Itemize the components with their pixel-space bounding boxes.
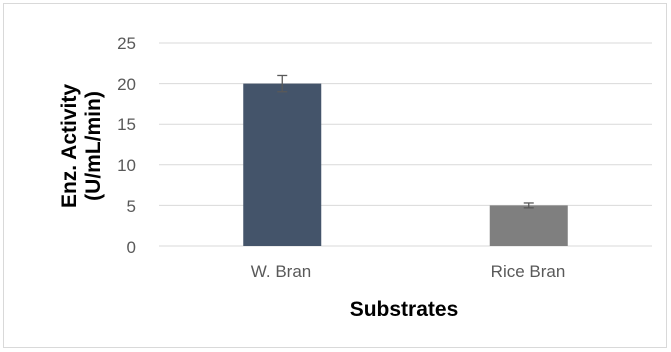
error-bars	[277, 74, 534, 209]
y-tick-label: 10	[117, 156, 136, 175]
y-axis-title-line-1: Enz. Activity	[58, 84, 81, 208]
y-tick-label: 0	[127, 238, 136, 257]
bars	[243, 83, 568, 246]
y-tick-label: 25	[117, 34, 136, 53]
y-tick-label: 20	[117, 75, 136, 94]
gridlines	[159, 42, 652, 247]
chart-frame	[3, 3, 667, 348]
x-axis-categories: W. Bran Rice Bran	[251, 262, 566, 281]
y-tick-label: 5	[127, 197, 136, 216]
y-axis-title-line-2: (U/mL/min)	[82, 91, 105, 201]
x-category-label: Rice Bran	[491, 262, 566, 281]
y-axis-ticks: 0 5 10 15 20 25	[117, 34, 136, 257]
x-axis-title: Substrates	[350, 298, 459, 321]
bar	[243, 83, 322, 246]
y-axis-title: Enz. Activity (U/mL/min)	[58, 84, 105, 208]
x-category-label: W. Bran	[251, 262, 311, 281]
bar	[489, 205, 568, 246]
y-tick-label: 15	[117, 115, 136, 134]
